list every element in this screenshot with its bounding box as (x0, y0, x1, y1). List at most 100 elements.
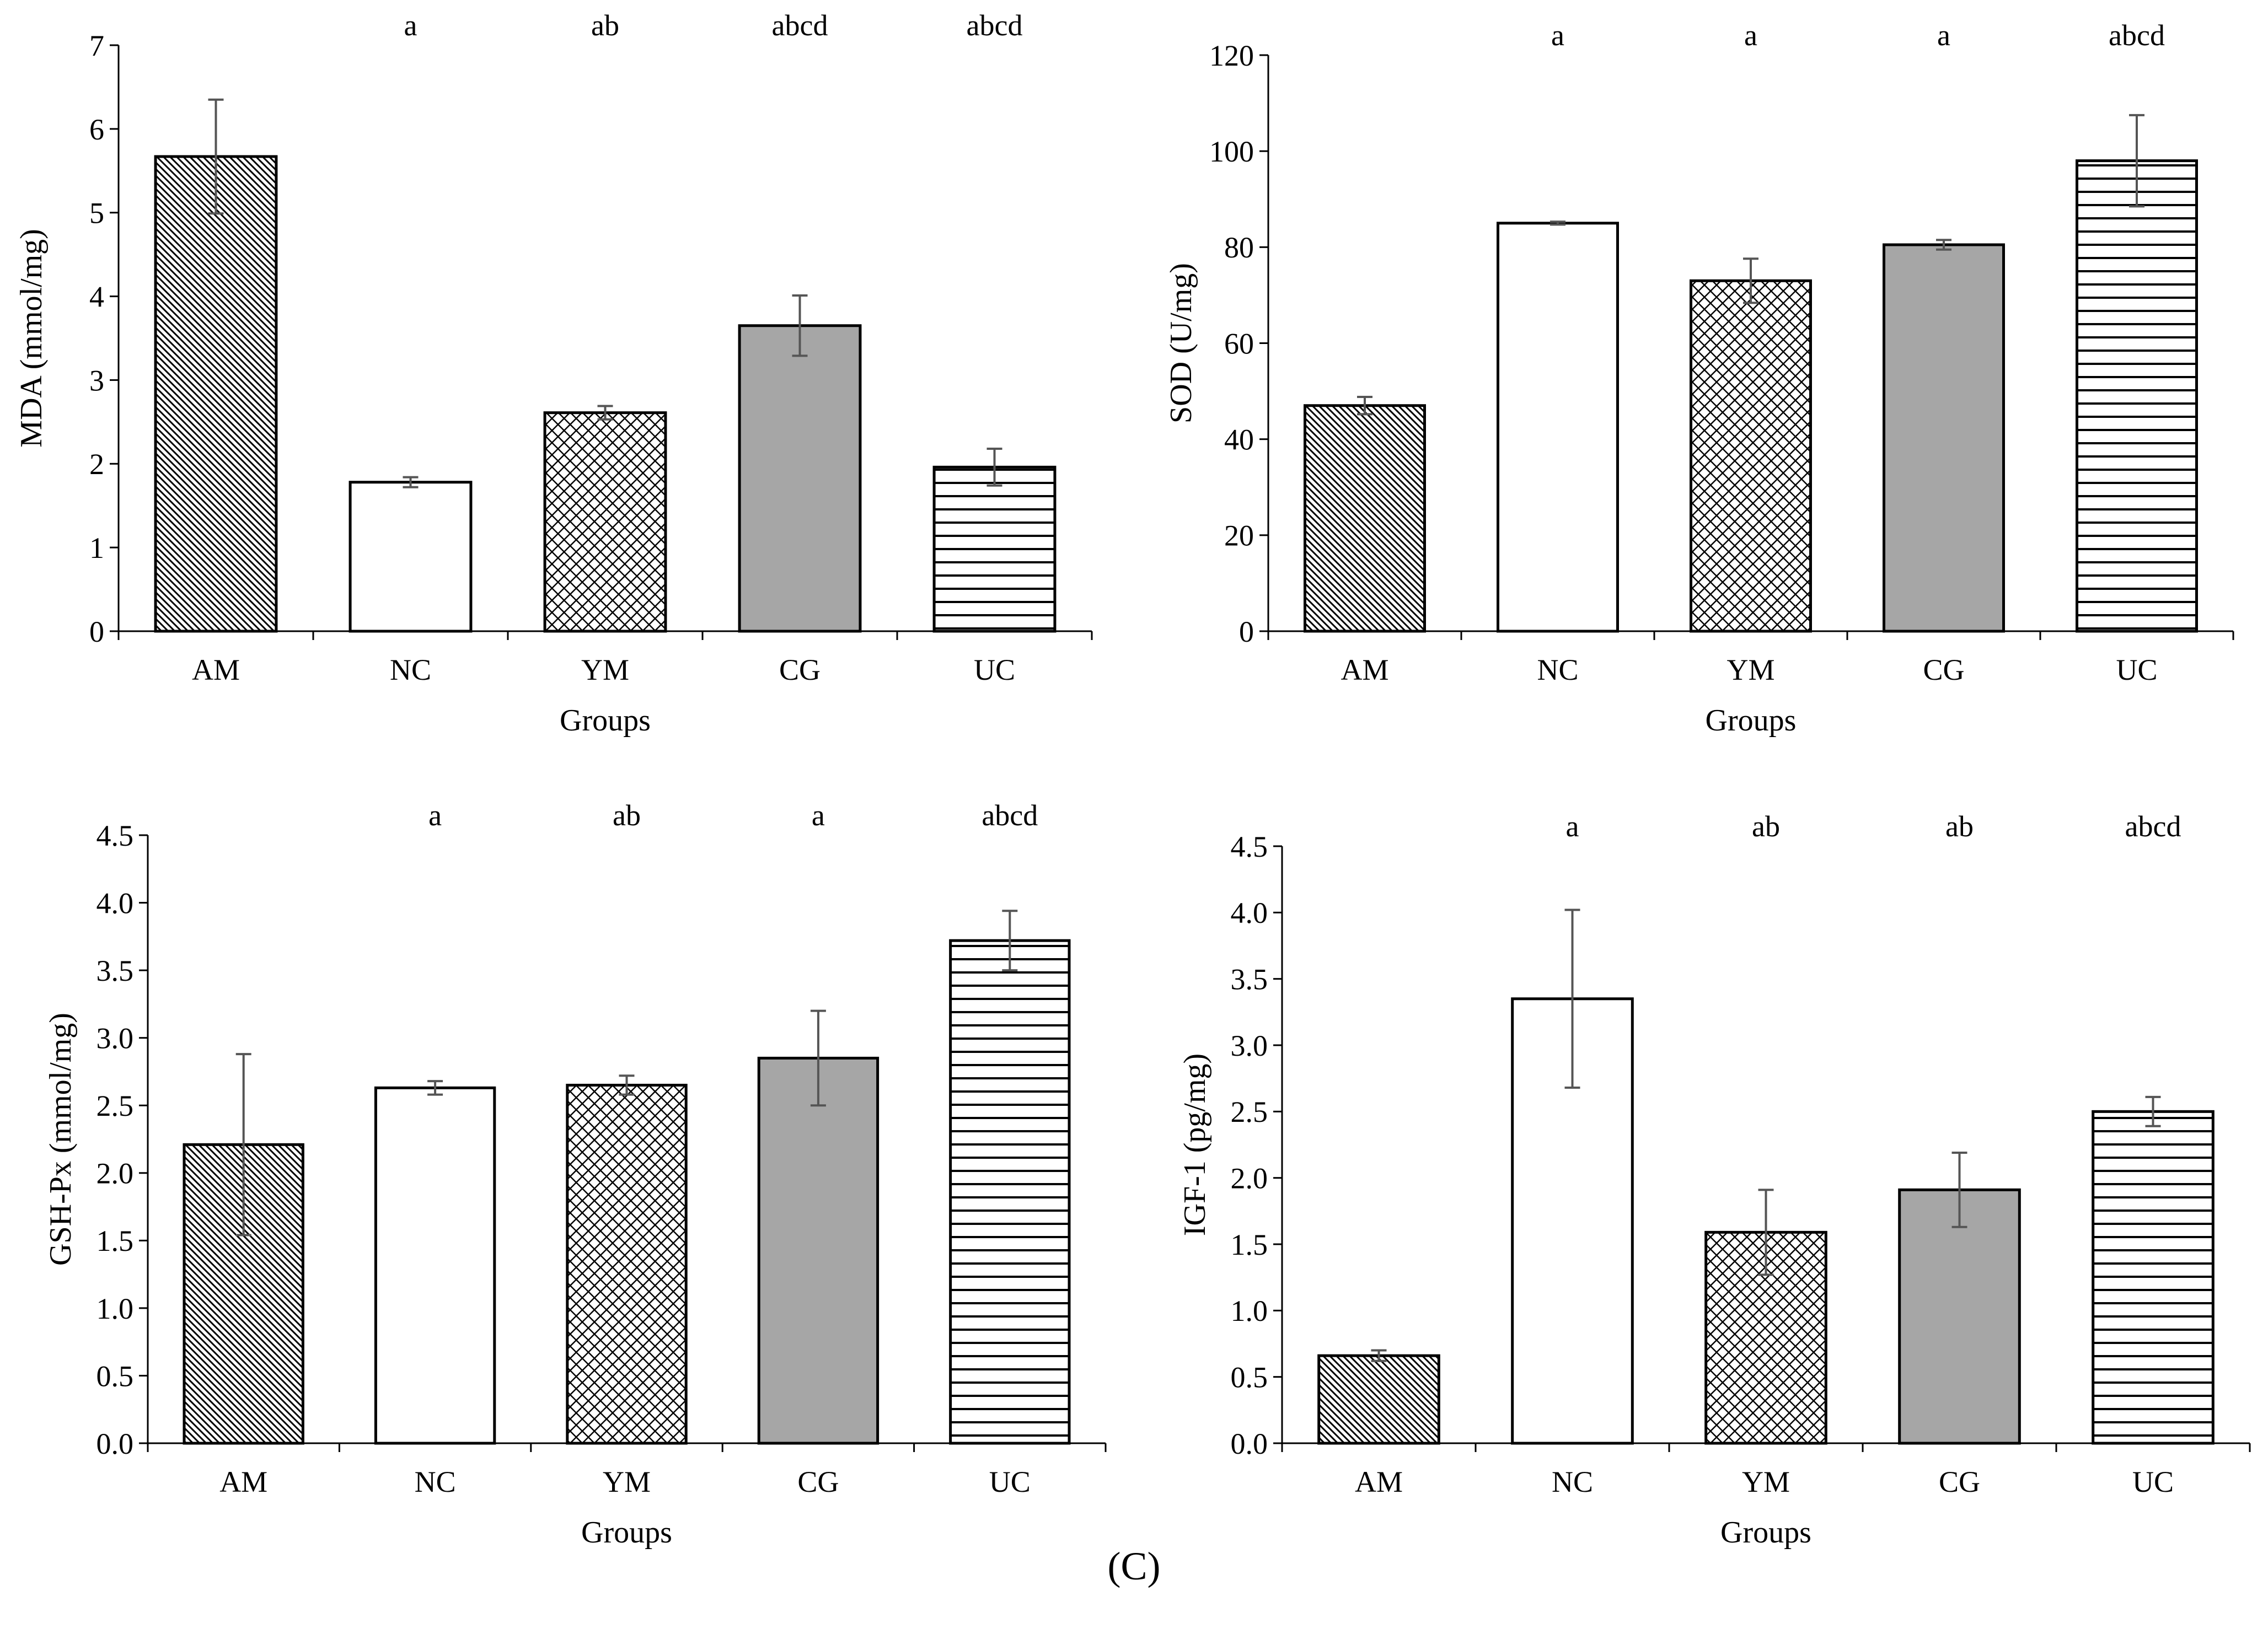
x-tick-label: AM (192, 653, 240, 686)
x-tick-label: AM (1355, 1465, 1403, 1498)
bar-uc (2076, 159, 2198, 633)
error-bar-ym (597, 405, 613, 421)
significance-label: abcd (2125, 810, 2181, 843)
bar-nc (374, 1086, 496, 1445)
x-tick-label: NC (415, 1465, 456, 1498)
y-tick-label: 3 (89, 364, 104, 397)
significance-label: a (1551, 19, 1564, 52)
y-tick-label: 3.0 (1231, 1029, 1268, 1062)
y-tick-label: 3.5 (96, 954, 134, 987)
figure-caption: (C) (1107, 1544, 1161, 1588)
error-bar-am (1357, 396, 1372, 416)
y-tick-label: 5 (89, 197, 104, 230)
error-bar-ym (619, 1074, 635, 1096)
x-tick-label: YM (581, 653, 629, 686)
bar-nc (1497, 222, 1619, 633)
bar-cg (738, 324, 862, 633)
x-tick-label: NC (390, 653, 431, 686)
error-bar-nc (1550, 221, 1565, 226)
error-bar-ym (1743, 257, 1758, 304)
y-tick-label: 1.0 (96, 1292, 134, 1325)
significance-label: ab (591, 9, 619, 42)
y-tick-label: 1.5 (96, 1224, 134, 1257)
x-tick-label: CG (779, 653, 821, 686)
y-tick-label: 2.0 (1231, 1162, 1268, 1195)
y-tick-label: 120 (1209, 39, 1254, 72)
chart-panel-sod: 0 20 40 60 80 100 120 AM NC a YM a CG a UC abcd Groups SO… (1164, 19, 2234, 738)
x-tick-label: UC (989, 1465, 1031, 1498)
significance-label: abcd (967, 9, 1023, 42)
y-tick-label: 0 (89, 615, 104, 648)
error-bar-ym (1758, 1189, 1774, 1276)
x-tick-label: YM (603, 1465, 651, 1498)
y-tick-label: 2.0 (96, 1157, 134, 1190)
error-bar-uc (2129, 114, 2144, 208)
y-axis-title: GSH-Px (mmol/mg) (44, 1013, 78, 1266)
x-axis-title: Groups (1720, 1515, 1811, 1550)
y-tick-label: 4.5 (1231, 830, 1268, 863)
y-tick-label: 1.0 (1231, 1294, 1268, 1327)
y-tick-label: 40 (1224, 423, 1254, 456)
y-tick-label: 0.5 (1231, 1361, 1268, 1394)
y-tick-label: 1 (89, 531, 104, 565)
y-tick-label: 3.5 (1231, 963, 1268, 996)
significance-label: a (1566, 810, 1579, 843)
bar-cg (1883, 243, 2005, 633)
error-bar-cg (1936, 239, 1951, 251)
chart-panel-mda: 0 1 2 3 4 5 6 7 AM NC a YM ab CG abcd UC abcd Groups MDA (… (14, 9, 1093, 738)
y-tick-label: 100 (1209, 135, 1254, 168)
bar-am (1304, 404, 1426, 633)
bar-ym (1690, 279, 1812, 633)
y-tick-label: 3.0 (96, 1022, 134, 1055)
bar-am (1317, 1354, 1440, 1445)
error-bar-am (1371, 1349, 1387, 1362)
y-tick-label: 1.5 (1231, 1228, 1268, 1261)
y-tick-label: 2.5 (96, 1089, 134, 1122)
y-tick-label: 2.5 (1231, 1095, 1268, 1128)
significance-label: abcd (982, 799, 1038, 832)
bar-cg (757, 1056, 880, 1445)
y-tick-label: 4.5 (96, 819, 134, 852)
bar-ym (566, 1083, 688, 1445)
y-axis-title: MDA (mmol/mg) (14, 229, 49, 448)
y-tick-label: 0.0 (1231, 1427, 1268, 1460)
y-tick-label: 4 (89, 280, 104, 313)
y-tick-label: 60 (1224, 327, 1254, 360)
x-tick-label: NC (1552, 1465, 1593, 1498)
y-tick-label: 7 (89, 29, 104, 62)
significance-label: a (428, 799, 442, 832)
significance-label: a (1937, 19, 1950, 52)
x-tick-label: CG (1939, 1465, 1980, 1498)
error-bar-uc (2145, 1095, 2161, 1127)
significance-label: ab (1752, 810, 1780, 843)
error-bar-am (208, 98, 224, 215)
significance-label: ab (1945, 810, 1974, 843)
x-axis-title: Groups (581, 1515, 672, 1550)
y-tick-label: 80 (1224, 231, 1254, 264)
y-tick-label: 4.0 (1231, 896, 1268, 929)
bar-uc (2092, 1110, 2215, 1445)
error-bar-cg (792, 294, 808, 357)
error-bar-uc (1002, 910, 1018, 972)
significance-label: a (404, 9, 417, 42)
error-bar-nc (403, 476, 419, 488)
x-axis-title: Groups (1706, 703, 1797, 738)
y-axis-title: IGF-1 (pg/mg) (1178, 1053, 1212, 1236)
x-tick-label: UC (974, 653, 1015, 686)
significance-label: a (812, 799, 825, 832)
y-tick-label: 0.0 (96, 1427, 134, 1460)
bar-am (154, 155, 278, 633)
significance-label: ab (613, 799, 641, 832)
significance-label: a (1744, 19, 1757, 52)
x-tick-label: NC (1537, 653, 1578, 686)
x-tick-label: AM (219, 1465, 267, 1498)
y-tick-label: 20 (1224, 519, 1254, 552)
y-tick-label: 0.5 (96, 1359, 134, 1393)
chart-panel-gsh-px: 0.0 0.5 1.0 1.5 2.0 2.5 3.0 3.5 4.0 4.5 AM NC a YM ab C… (44, 799, 1107, 1550)
error-bar-nc (1564, 908, 1580, 1089)
chart-panel-igf-1: 0.0 0.5 1.0 1.5 2.0 2.5 3.0 3.5 4.0 4.5 AM NC a YM ab C… (1178, 810, 2251, 1550)
significance-label: abcd (772, 9, 828, 42)
bar-uc (949, 939, 1071, 1445)
x-tick-label: YM (1742, 1465, 1790, 1498)
